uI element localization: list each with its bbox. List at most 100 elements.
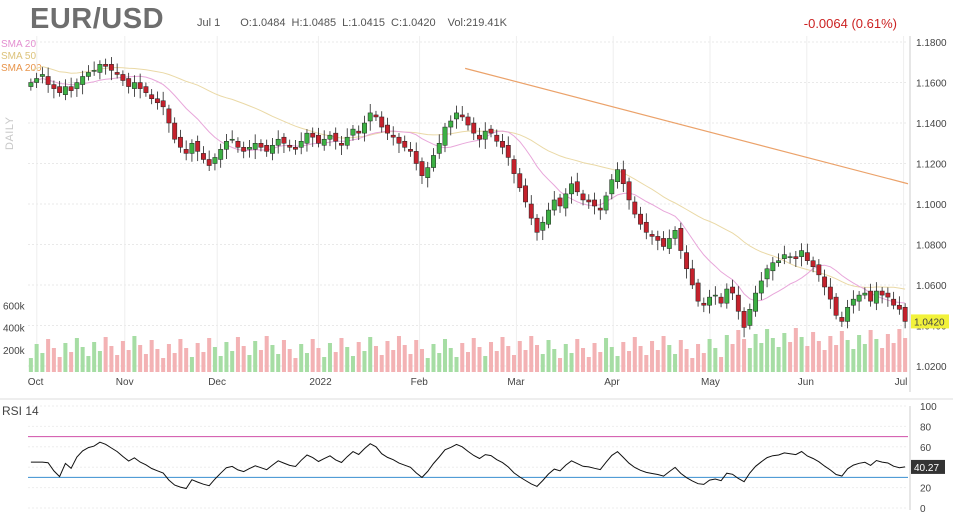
- candle-body: [57, 86, 63, 93]
- candle-body: [339, 143, 344, 146]
- candle-body: [735, 294, 741, 312]
- volume-bar: [189, 357, 194, 372]
- volume-bar: [230, 351, 235, 372]
- candle-body: [839, 317, 845, 322]
- volume-bar: [839, 331, 844, 372]
- candle-body: [885, 292, 891, 298]
- candle-body: [563, 193, 569, 209]
- candlestick: [666, 229, 672, 255]
- candlestick: [465, 112, 471, 131]
- candle-body: [425, 167, 431, 178]
- volume-bar: [586, 357, 591, 372]
- candle-body: [218, 149, 224, 160]
- candle-body: [189, 143, 195, 154]
- candle-body: [45, 76, 51, 85]
- candlestick: [672, 226, 678, 246]
- candlestick: [85, 65, 91, 81]
- candle-body: [770, 262, 776, 272]
- volume-bar: [448, 348, 453, 372]
- candlestick: [804, 243, 810, 265]
- candlestick: [120, 70, 126, 86]
- candle-body: [97, 64, 103, 73]
- candlestick: [166, 104, 172, 133]
- volume-bar: [431, 344, 436, 372]
- volume-bar: [604, 338, 609, 372]
- candle-body: [707, 296, 713, 306]
- candlestick: [131, 75, 137, 97]
- candle-body: [672, 230, 678, 239]
- volume-bar: [120, 341, 125, 372]
- candle-body: [160, 100, 166, 108]
- candlestick: [661, 231, 666, 251]
- volume-bar: [253, 341, 258, 372]
- candle-body: [402, 140, 408, 148]
- candlestick: [482, 122, 488, 149]
- candlestick: [528, 195, 534, 226]
- candle-body: [799, 250, 805, 257]
- candle-body: [206, 159, 212, 166]
- volume-bar: [558, 358, 563, 372]
- volume-bar: [465, 352, 471, 372]
- volume-bar: [776, 347, 781, 372]
- candle-body: [787, 256, 793, 258]
- candle-body: [494, 134, 500, 142]
- candlestick: [293, 140, 298, 155]
- volume-bar: [69, 352, 74, 372]
- rsi-tick-label: 20: [920, 484, 932, 495]
- rsi-tick-label: 60: [920, 443, 932, 454]
- volume-bar: [488, 342, 494, 372]
- rsi-value-label: 40.27: [914, 463, 939, 474]
- volume-bar: [184, 348, 189, 372]
- volume-bar: [759, 343, 764, 372]
- candlestick: [494, 129, 500, 147]
- candlestick: [523, 178, 528, 208]
- candle-body: [540, 221, 546, 231]
- volume-bar: [276, 354, 281, 372]
- candlestick: [51, 80, 57, 99]
- candlestick: [218, 143, 224, 168]
- candle-body: [28, 82, 34, 87]
- volume-bar: [546, 340, 551, 372]
- candle-body: [235, 140, 241, 148]
- volume-bar: [707, 339, 712, 372]
- candle-body: [666, 238, 672, 249]
- candlestick: [442, 123, 448, 153]
- legend-sma-50: SMA 50: [1, 51, 37, 62]
- volume-bar: [46, 339, 51, 372]
- candle-body: [454, 112, 459, 120]
- volume-bar: [661, 336, 666, 372]
- candle-body: [500, 140, 505, 148]
- candlestick: [97, 60, 103, 80]
- candlestick: [873, 282, 879, 311]
- candle-body: [891, 298, 897, 306]
- candlestick: [787, 252, 793, 264]
- candlestick: [609, 174, 615, 200]
- candlestick: [281, 133, 287, 153]
- candle-body: [373, 114, 379, 118]
- candlestick: [643, 213, 649, 240]
- rsi-tick-label: 100: [920, 402, 937, 413]
- time-tick-label: Mar: [507, 377, 525, 388]
- candle-body: [477, 134, 482, 140]
- candlestick: [540, 216, 546, 241]
- candlestick: [34, 72, 40, 89]
- time-tick-label: Jul: [895, 377, 908, 388]
- sma-legend: SMA 20 SMA 50 SMA 200: [1, 39, 42, 75]
- candlestick: [557, 193, 563, 213]
- candlestick: [592, 192, 597, 215]
- candlestick: [500, 133, 505, 155]
- legend-sma-20: SMA 20: [1, 39, 37, 50]
- price-tick-label: 1.0200: [916, 362, 947, 373]
- candlestick: [695, 278, 701, 307]
- candlestick: [247, 140, 252, 158]
- candle-body: [321, 138, 327, 146]
- sma-20-line: [30, 75, 906, 304]
- candlestick: [143, 82, 149, 97]
- time-tick-label: Jun: [798, 377, 814, 388]
- price-tick-label: 1.0600: [916, 281, 947, 292]
- candlestick: [580, 189, 586, 206]
- candlestick: [620, 160, 626, 193]
- candle-body: [327, 134, 333, 140]
